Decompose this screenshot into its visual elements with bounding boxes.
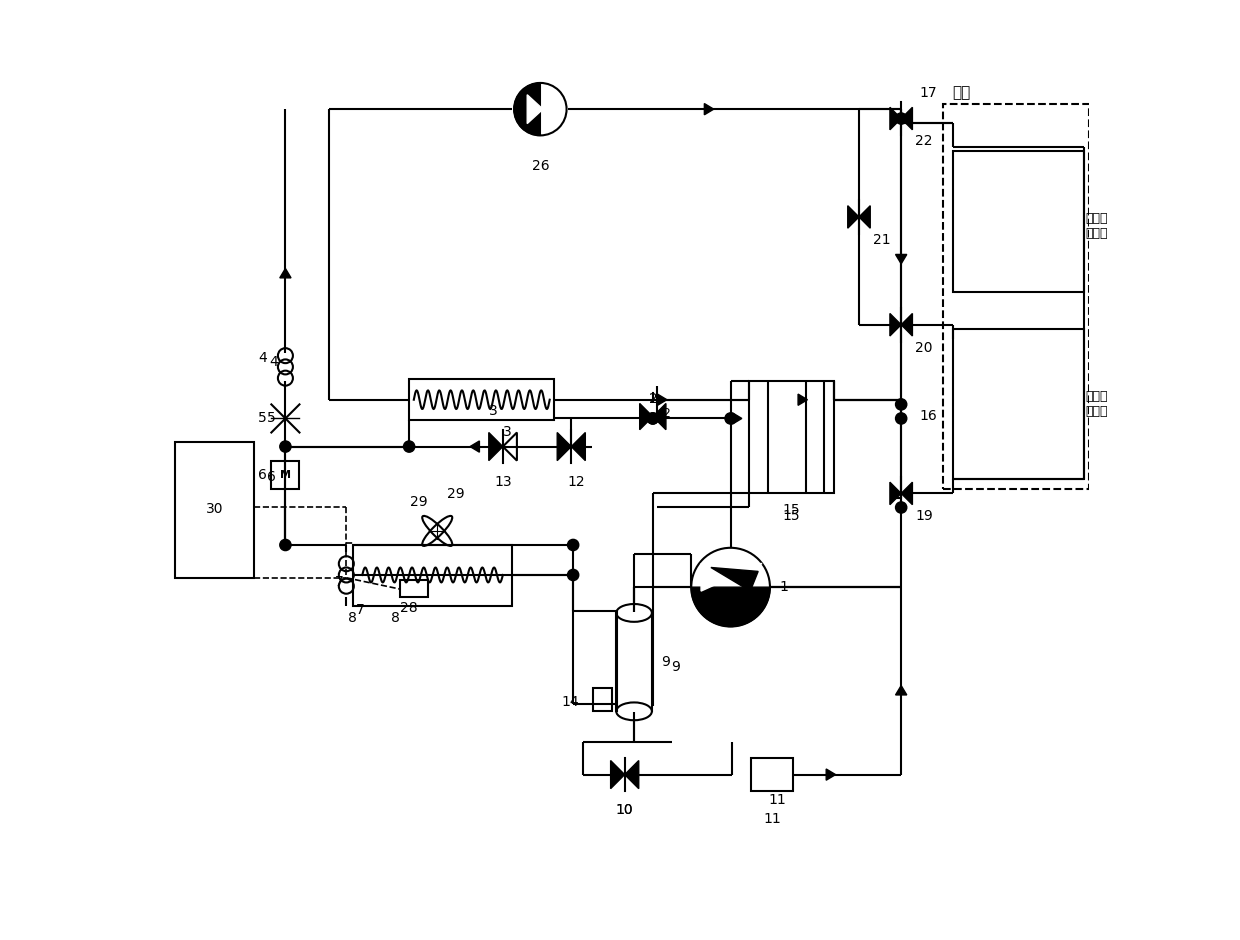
Polygon shape — [826, 769, 836, 780]
Polygon shape — [652, 403, 666, 430]
Bar — [353, 545, 512, 606]
Circle shape — [568, 540, 579, 551]
Polygon shape — [859, 206, 870, 228]
Text: 3: 3 — [489, 404, 497, 418]
Text: 高温采
暖末端: 高温采 暖末端 — [1086, 390, 1109, 418]
Text: 21: 21 — [873, 233, 890, 247]
Ellipse shape — [616, 604, 652, 622]
Circle shape — [280, 441, 291, 452]
Text: 12: 12 — [567, 475, 585, 489]
Circle shape — [895, 113, 906, 124]
Bar — [749, 381, 833, 494]
Text: M: M — [280, 470, 291, 479]
Text: 4: 4 — [258, 351, 267, 365]
Text: 4: 4 — [269, 355, 278, 369]
Bar — [409, 379, 554, 420]
Polygon shape — [848, 206, 859, 228]
Polygon shape — [901, 107, 913, 130]
Bar — [399, 580, 428, 597]
Text: 5: 5 — [268, 412, 277, 426]
Ellipse shape — [616, 702, 652, 720]
Text: 1: 1 — [779, 580, 789, 594]
Bar — [593, 688, 611, 712]
Circle shape — [403, 441, 414, 452]
Text: 26: 26 — [532, 159, 549, 173]
Polygon shape — [895, 255, 906, 264]
Text: 10: 10 — [616, 803, 634, 817]
Text: 14: 14 — [562, 695, 579, 709]
Text: 29: 29 — [446, 487, 464, 501]
Text: 30: 30 — [206, 502, 224, 516]
Polygon shape — [572, 432, 585, 461]
Circle shape — [568, 570, 579, 581]
Bar — [272, 461, 300, 489]
Text: 11: 11 — [763, 812, 781, 826]
Polygon shape — [895, 685, 906, 695]
Text: 7: 7 — [356, 603, 365, 617]
Text: 7: 7 — [335, 575, 343, 589]
Circle shape — [895, 413, 906, 424]
Text: 室内: 室内 — [952, 85, 971, 100]
Text: 16: 16 — [920, 409, 937, 423]
Text: 3: 3 — [503, 425, 512, 439]
Text: 15: 15 — [782, 509, 800, 524]
Polygon shape — [503, 432, 517, 461]
Polygon shape — [527, 95, 543, 123]
Polygon shape — [890, 313, 901, 336]
Text: 29: 29 — [410, 495, 428, 509]
Circle shape — [280, 540, 291, 551]
Text: 20: 20 — [915, 340, 932, 354]
Polygon shape — [625, 760, 639, 789]
Text: 8: 8 — [391, 611, 399, 624]
Text: 11: 11 — [769, 793, 786, 807]
Wedge shape — [691, 588, 770, 627]
Polygon shape — [701, 564, 763, 591]
Polygon shape — [610, 760, 625, 789]
Circle shape — [895, 399, 906, 410]
Text: 22: 22 — [915, 134, 932, 149]
Polygon shape — [799, 394, 807, 405]
Bar — [175, 442, 254, 578]
Bar — [616, 613, 652, 712]
Wedge shape — [515, 83, 541, 135]
Text: 28: 28 — [399, 602, 418, 615]
Text: 2: 2 — [662, 407, 670, 420]
Text: 8: 8 — [348, 611, 357, 624]
Text: 9: 9 — [661, 655, 670, 669]
Text: 15: 15 — [782, 503, 800, 517]
Text: 19: 19 — [915, 509, 932, 524]
Polygon shape — [657, 394, 667, 405]
Text: 6: 6 — [258, 468, 267, 481]
Bar — [952, 329, 1084, 479]
Text: 13: 13 — [494, 475, 512, 489]
Polygon shape — [890, 482, 901, 505]
Bar — [751, 758, 794, 791]
Text: 17: 17 — [920, 86, 937, 100]
Text: 9: 9 — [672, 660, 681, 674]
Polygon shape — [890, 107, 901, 130]
Circle shape — [895, 502, 906, 513]
Text: 低温采
暖末端: 低温采 暖末端 — [1086, 212, 1109, 241]
Polygon shape — [280, 269, 291, 278]
Polygon shape — [901, 313, 913, 336]
Bar — [952, 151, 1084, 292]
Circle shape — [647, 413, 658, 424]
Polygon shape — [470, 441, 480, 452]
Text: 5: 5 — [258, 412, 267, 426]
Polygon shape — [489, 432, 503, 461]
Polygon shape — [901, 482, 913, 505]
Circle shape — [725, 413, 737, 424]
Polygon shape — [704, 103, 714, 115]
Circle shape — [647, 413, 658, 424]
Polygon shape — [733, 413, 742, 424]
Text: 10: 10 — [616, 803, 634, 817]
Bar — [944, 104, 1089, 489]
Polygon shape — [557, 432, 572, 461]
Text: 2: 2 — [649, 392, 657, 406]
Polygon shape — [711, 568, 758, 591]
Text: 6: 6 — [267, 470, 277, 483]
Polygon shape — [640, 403, 652, 430]
